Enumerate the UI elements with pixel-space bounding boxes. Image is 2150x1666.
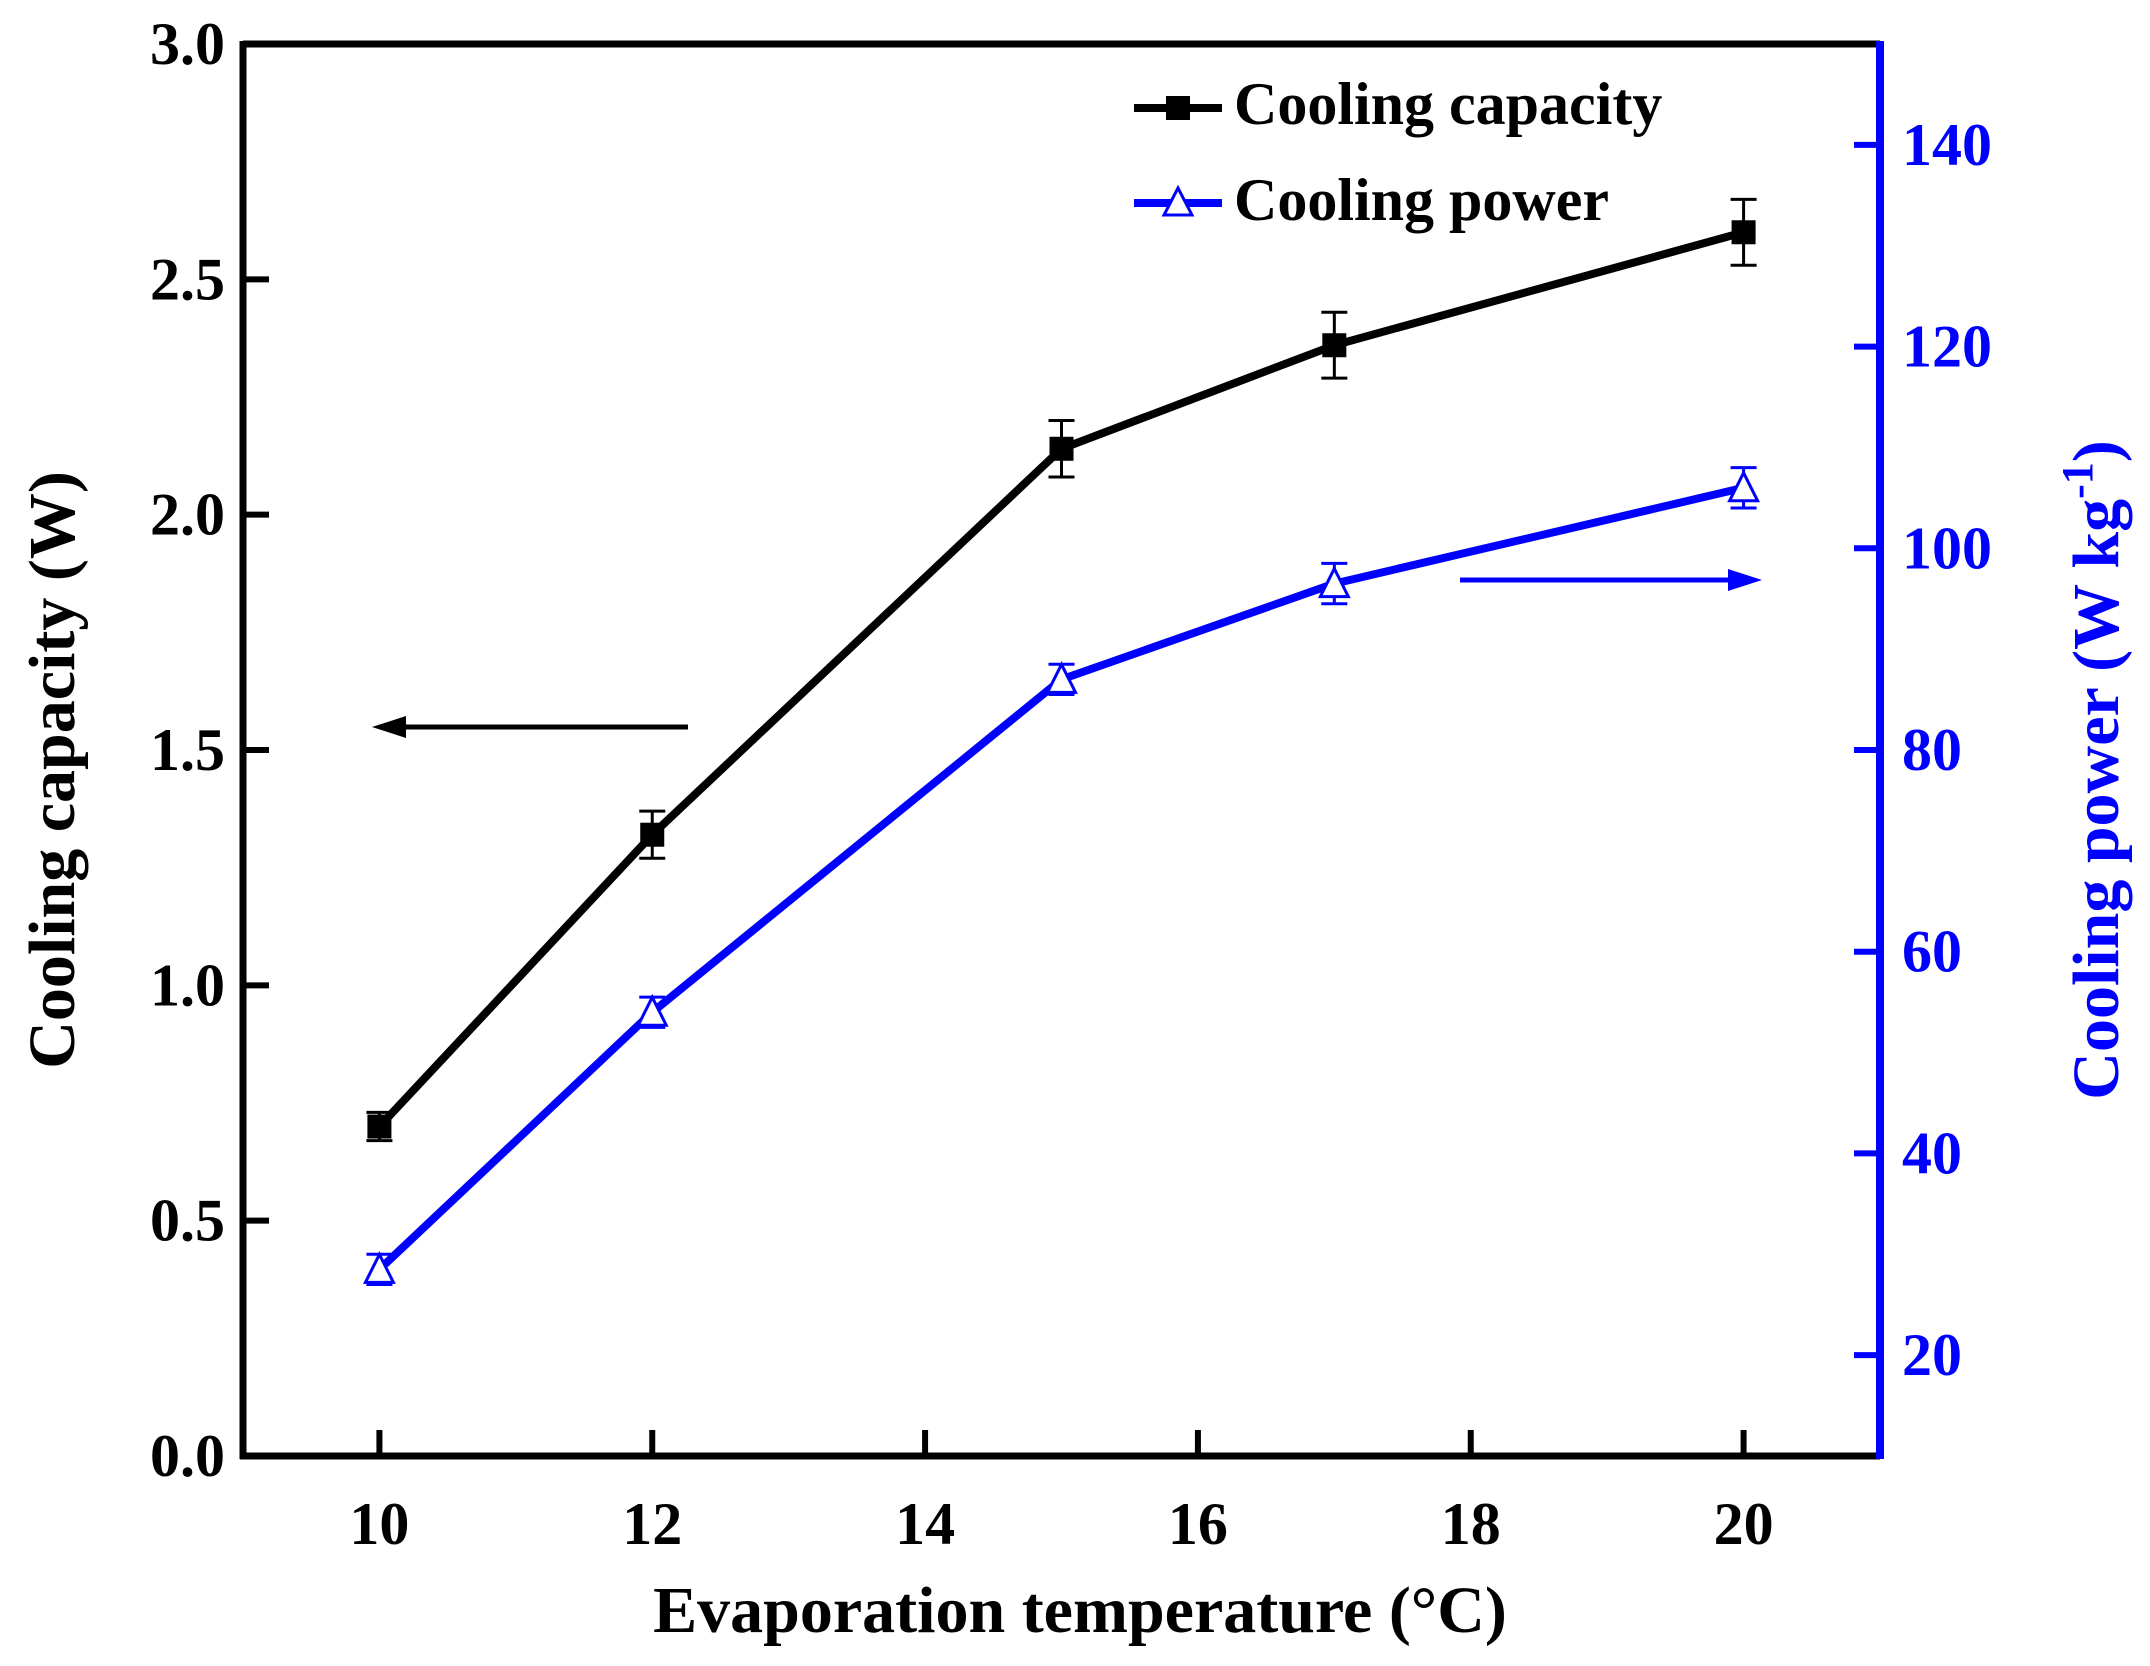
y-right-tick-label: 40 (1902, 1120, 1962, 1186)
legend-swatch-triangle (1161, 184, 1195, 217)
y-right-tick-label: 20 (1902, 1322, 1962, 1388)
data-point-square (367, 1114, 392, 1139)
data-point-square (1322, 333, 1347, 358)
y-left-tick-label: 2.0 (150, 482, 225, 548)
x-tick-label: 10 (349, 1491, 409, 1557)
data-point-square (640, 822, 665, 847)
data-point-triangle (1045, 661, 1078, 694)
data-point-triangle (1317, 565, 1351, 599)
y-left-axis-title: Cooling capacity (W) (16, 471, 89, 1069)
y-left-tick-label: 3.0 (150, 11, 225, 77)
legend-label-cooling-power: Cooling power (1234, 167, 1609, 233)
x-tick-label: 16 (1168, 1491, 1228, 1557)
legend: Cooling capacity Cooling power (1234, 71, 1662, 233)
data-point-triangle (635, 993, 669, 1027)
y-right-tick-label: 100 (1902, 515, 1992, 581)
y-right-axis-title: Cooling power (W kg-1) (2053, 440, 2133, 1099)
y-left-tick-label: 2.5 (150, 246, 225, 312)
y-right-tick-label: 140 (1902, 112, 1992, 178)
arrow-right-axis-head (1728, 569, 1762, 591)
data-point-square (1731, 220, 1756, 245)
x-tick-label: 14 (895, 1491, 955, 1557)
y-right-axis-title-main: Cooling power (W kg (2060, 499, 2133, 1100)
data-point-square (1049, 436, 1074, 461)
legend-swatch-square (1166, 96, 1190, 120)
legend-label-cooling-capacity: Cooling capacity (1234, 71, 1662, 137)
y-left-tick-label: 0.5 (150, 1188, 225, 1254)
arrow-left-axis-head (372, 716, 406, 738)
y-right-tick-label: 60 (1902, 919, 1962, 985)
y-left-tick-label: 1.0 (150, 952, 225, 1018)
x-axis-title: Evaporation temperature (°C) (653, 1574, 1507, 1647)
y-right-tick-label: 80 (1902, 717, 1962, 783)
y-left-tick-label: 1.5 (150, 717, 225, 783)
data-point-triangle (1727, 469, 1761, 503)
y-right-axis-title-close: ) (2060, 440, 2133, 462)
x-tick-label: 18 (1441, 1491, 1501, 1557)
y-left-tick-label: 0.0 (150, 1423, 225, 1489)
y-right-tick-label: 120 (1902, 314, 1992, 380)
x-tick-label: 12 (622, 1491, 682, 1557)
y-right-axis-title-sup: -1 (2053, 462, 2102, 499)
x-tick-label: 20 (1714, 1491, 1774, 1557)
series-line-cooling-power (376, 483, 1745, 1273)
data-point-triangle (362, 1251, 396, 1284)
